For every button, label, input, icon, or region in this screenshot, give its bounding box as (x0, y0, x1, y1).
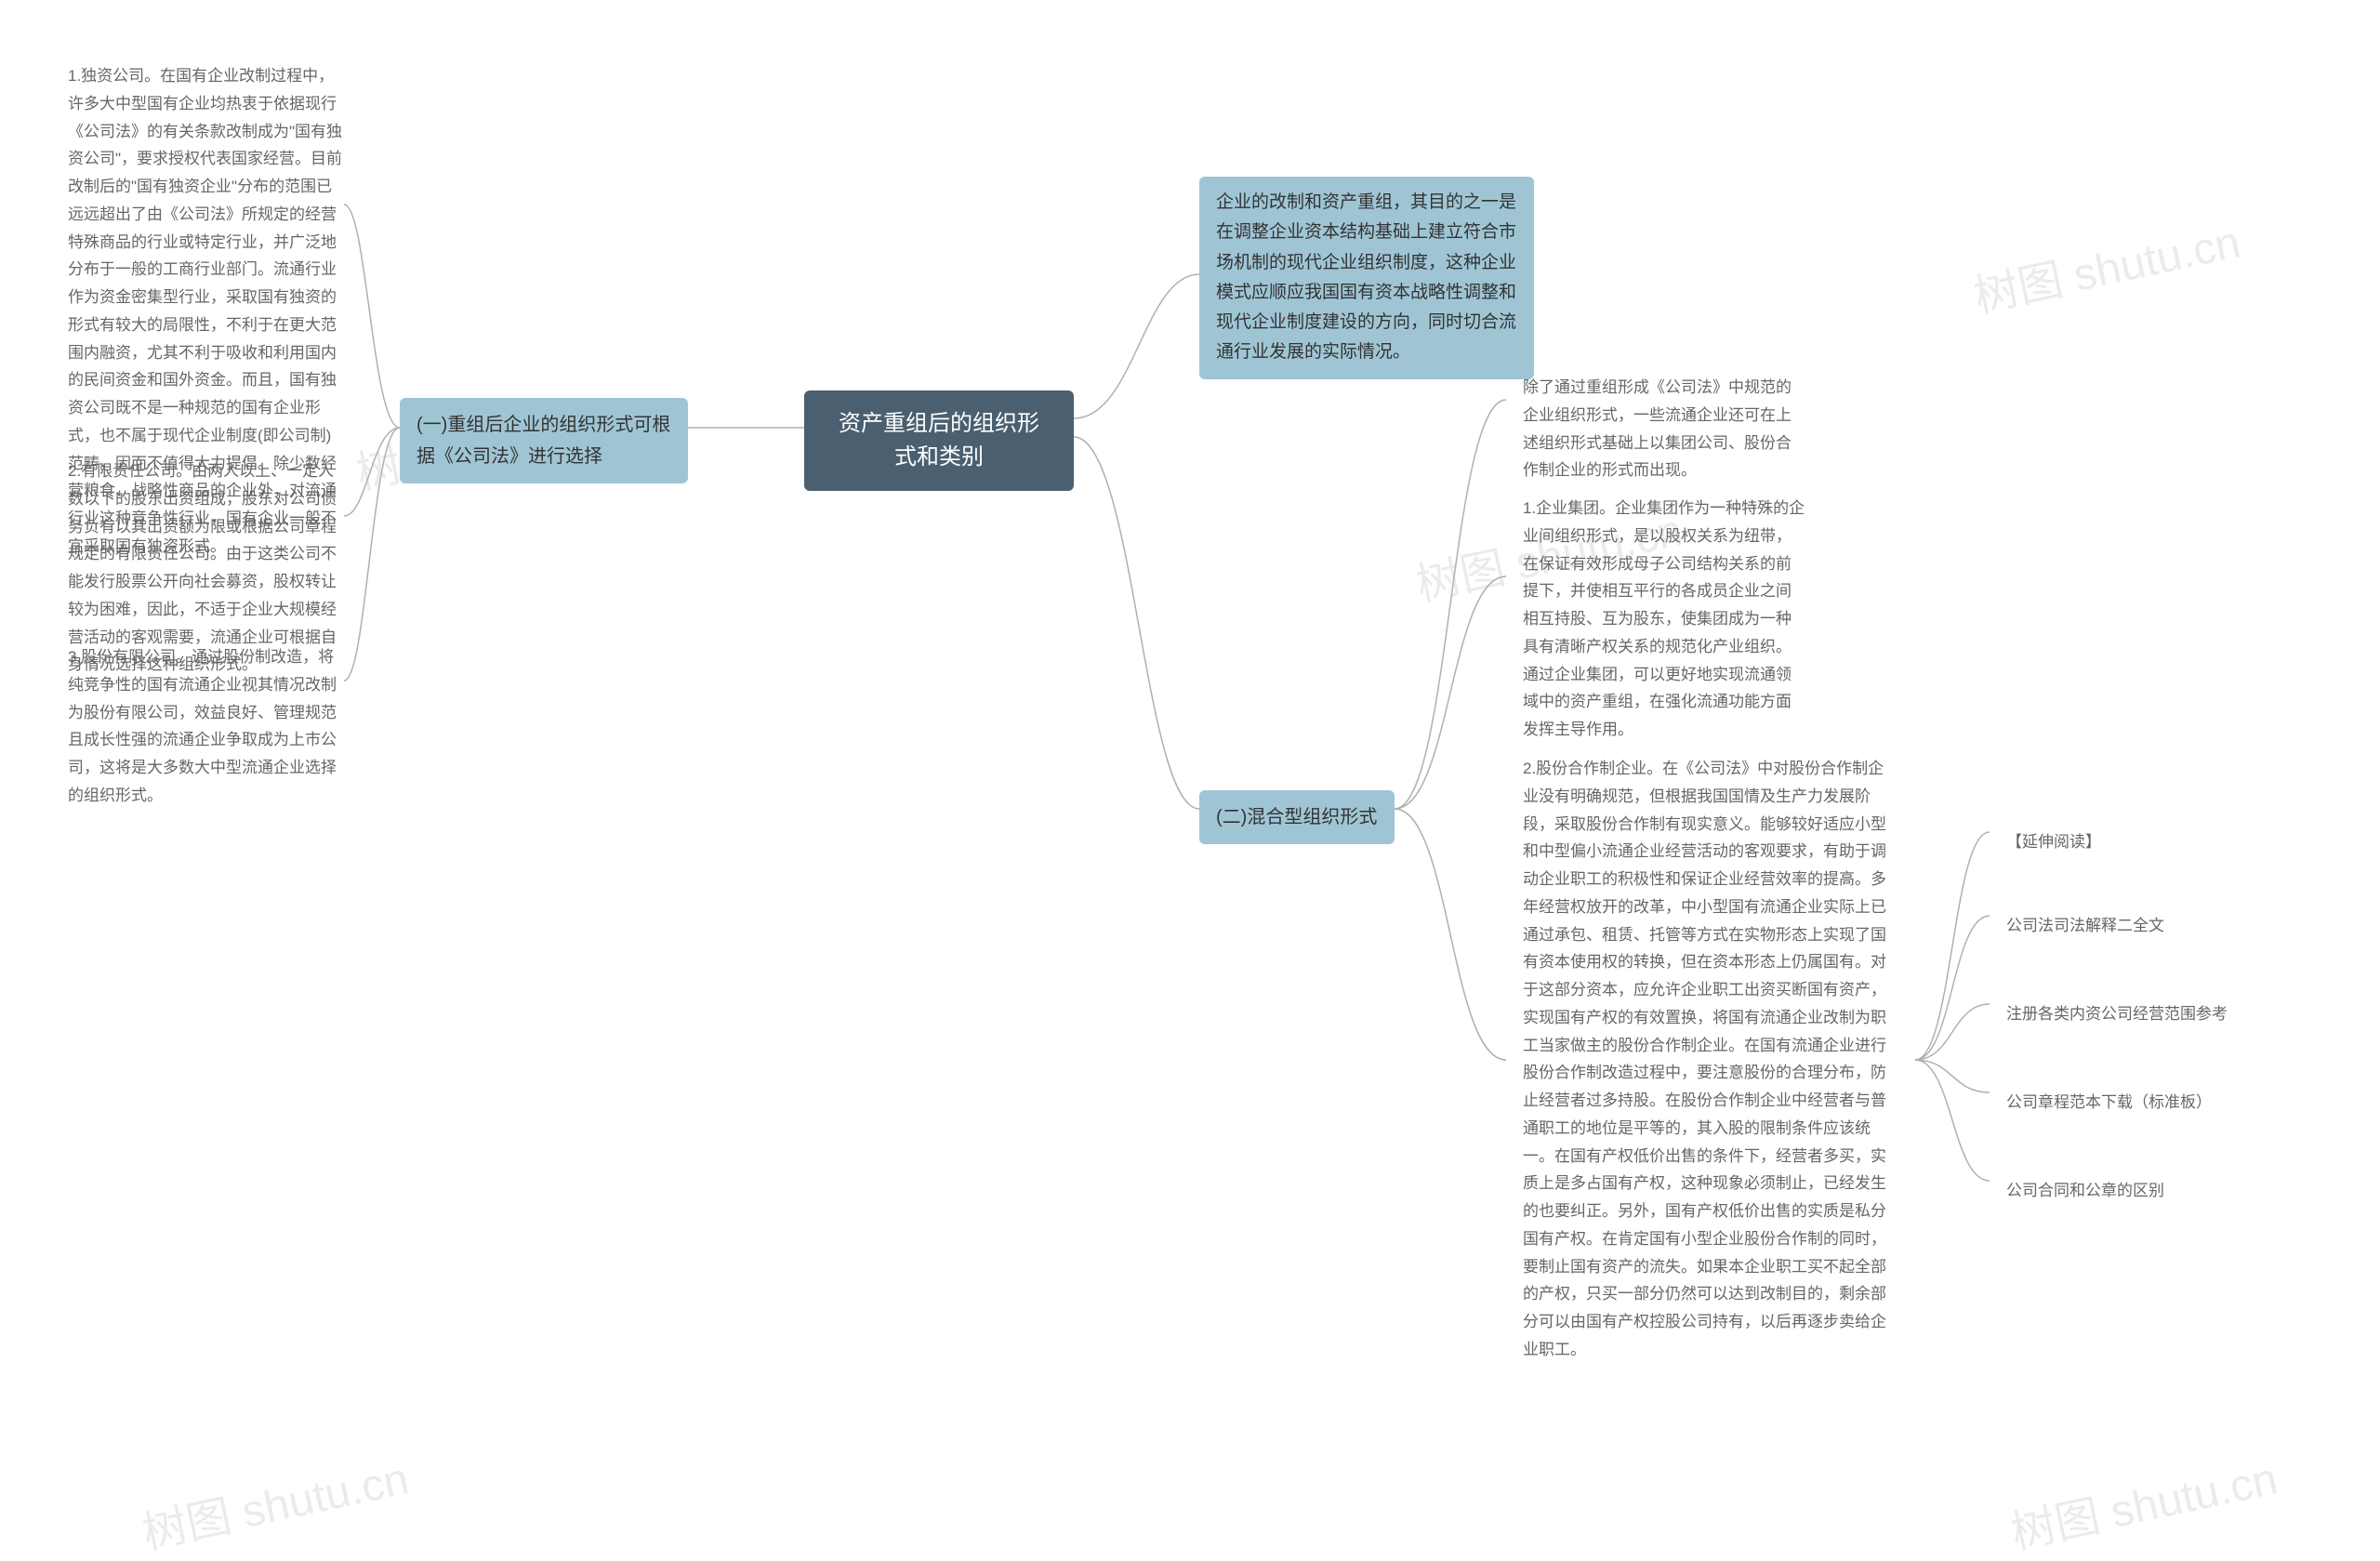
right-leaf-1: 1.企业集团。企业集团作为一种特殊的企业间组织形式，是以股权关系为纽带，在保证有… (1506, 483, 1822, 755)
right-leaf-1-text: 1.企业集团。企业集团作为一种特殊的企业间组织形式，是以股权关系为纽带，在保证有… (1523, 499, 1805, 738)
extended-item-2: 注册各类内资公司经营范围参考 (1990, 990, 2244, 1039)
intro-box: 企业的改制和资产重组，其目的之一是在调整企业资本结构基础上建立符合市场机制的现代… (1199, 177, 1534, 379)
extended-header: 【延伸阅读】 (1990, 818, 2118, 867)
branch-right-title: (二)混合型组织形式 (1216, 807, 1377, 827)
extended-item-3-text: 公司章程范本下载（标准板） (2006, 1093, 2212, 1111)
intro-text: 企业的改制和资产重组，其目的之一是在调整企业资本结构基础上建立符合市场机制的现代… (1216, 192, 1516, 362)
extended-item-1: 公司法司法解释二全文 (1990, 902, 2181, 951)
right-leaf-2: 2.股份合作制企业。在《公司法》中对股份合作制企业没有明确规范，但根据我国国情及… (1506, 744, 1915, 1375)
extended-item-2-text: 注册各类内资公司经营范围参考 (2006, 1005, 2228, 1023)
watermark: 树图 shutu.cn (136, 1442, 414, 1561)
branch-left: (一)重组后企业的组织形式可根据《公司法》进行选择 (400, 398, 688, 483)
left-leaf-3: 3.股份有限公司。通过股份制改造，将纯竞争性的国有流通企业视其情况改制为股份有限… (51, 632, 363, 821)
extended-item-4: 公司合同和公章的区别 (1990, 1167, 2181, 1216)
root-node: 资产重组后的组织形式和类别 (804, 390, 1074, 491)
right-intro-leaf: 除了通过重组形成《公司法》中规范的企业组织形式，一些流通企业还可在上述组织形式基… (1506, 363, 1822, 496)
extended-item-1-text: 公司法司法解释二全文 (2006, 917, 2164, 934)
extended-item-4-text: 公司合同和公章的区别 (2006, 1182, 2164, 1199)
extended-item-3: 公司章程范本下载（标准板） (1990, 1078, 2228, 1128)
watermark: 树图 shutu.cn (1967, 205, 2245, 325)
branch-right: (二)混合型组织形式 (1199, 790, 1395, 844)
right-intro-text: 除了通过重组形成《公司法》中规范的企业组织形式，一些流通企业还可在上述组织形式基… (1523, 378, 1792, 479)
watermark: 树图 shutu.cn (2004, 1442, 2282, 1561)
extended-header-text: 【延伸阅读】 (2006, 833, 2101, 851)
right-leaf-2-text: 2.股份合作制企业。在《公司法》中对股份合作制企业没有明确规范，但根据我国国情及… (1523, 760, 1886, 1358)
left-leaf-3-text: 3.股份有限公司。通过股份制改造，将纯竞争性的国有流通企业视其情况改制为股份有限… (68, 648, 337, 804)
root-title: 资产重组后的组织形式和类别 (839, 411, 1039, 470)
branch-left-title: (一)重组后企业的组织形式可根据《公司法》进行选择 (416, 415, 670, 467)
